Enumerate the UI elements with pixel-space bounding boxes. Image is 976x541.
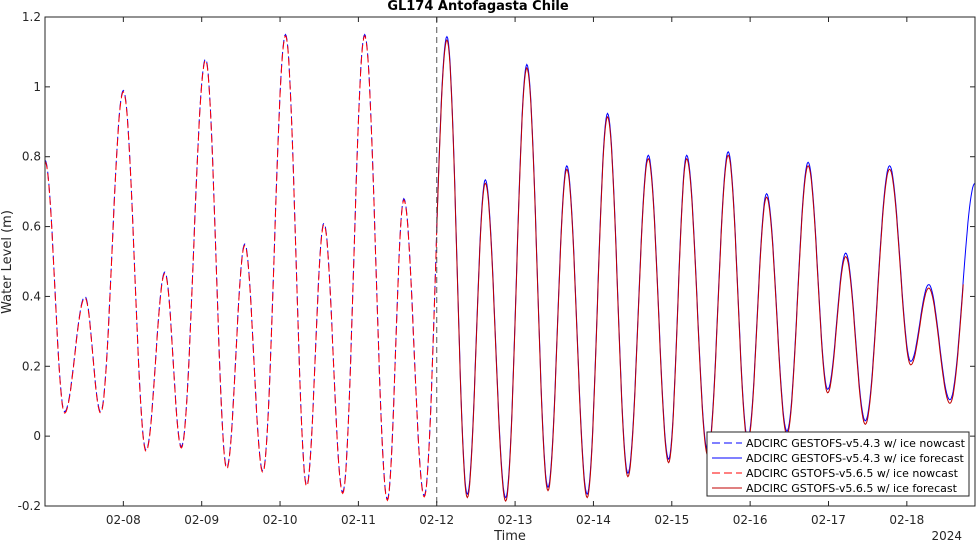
year-label: 2024 — [931, 529, 962, 541]
x-tick-label: 02-09 — [184, 513, 219, 527]
x-tick-label: 02-14 — [576, 513, 611, 527]
legend-box — [706, 431, 970, 497]
legend-entry-label: ADCIRC GESTOFS-v5.4.3 w/ ice forecast — [746, 452, 965, 465]
plot-area — [44, 16, 976, 507]
plot-frame — [44, 16, 976, 507]
y-tick-label: 0.4 — [22, 289, 41, 303]
series-line-2 — [45, 34, 438, 502]
x-tick-label: 02-16 — [733, 513, 768, 527]
y-tick-label: 0.6 — [22, 220, 41, 234]
x-tick-label: 02-15 — [654, 513, 689, 527]
y-tick-label: 0.2 — [22, 359, 41, 373]
chart-title: GL174 Antofagasta Chile — [387, 0, 569, 14]
y-tick-label: 1 — [33, 80, 41, 94]
y-axis: -0.2 0 0.2 0.4 0.6 0.8 1 1.2 — [18, 10, 975, 513]
x-tick-label: 02-17 — [811, 513, 846, 527]
series-group — [45, 33, 975, 503]
x-tick-label: 02-13 — [498, 513, 533, 527]
x-axis-label: Time — [493, 529, 526, 541]
legend-entry-label: ADCIRC GSTOFS-v5.6.5 w/ ice forecast — [746, 482, 958, 495]
y-axis-label: Water Level (m) — [0, 210, 15, 314]
legend-entry-label: ADCIRC GESTOFS-v5.4.3 w/ ice nowcast — [746, 437, 966, 450]
series-line-3 — [436, 39, 964, 503]
y-tick-label: 0.8 — [22, 150, 41, 164]
x-tick-label: 02-08 — [106, 513, 141, 527]
legend-entry-label: ADCIRC GSTOFS-v5.6.5 w/ ice nowcast — [746, 467, 959, 480]
x-tick-label: 02-12 — [419, 513, 454, 527]
legend: ADCIRC GESTOFS-v5.4.3 w/ ice nowcast ADCI… — [706, 431, 970, 497]
x-tick-label: 02-18 — [889, 513, 924, 527]
y-tick-label: 0 — [33, 429, 41, 443]
x-axis: 02-08 02-09 02-10 02-11 02-12 02-13 02-14 02-15… — [106, 17, 924, 527]
y-tick-label: -0.2 — [18, 499, 41, 513]
x-tick-label: 02-10 — [263, 513, 298, 527]
y-tick-label: 1.2 — [22, 10, 41, 24]
x-tick-label: 02-11 — [341, 513, 376, 527]
